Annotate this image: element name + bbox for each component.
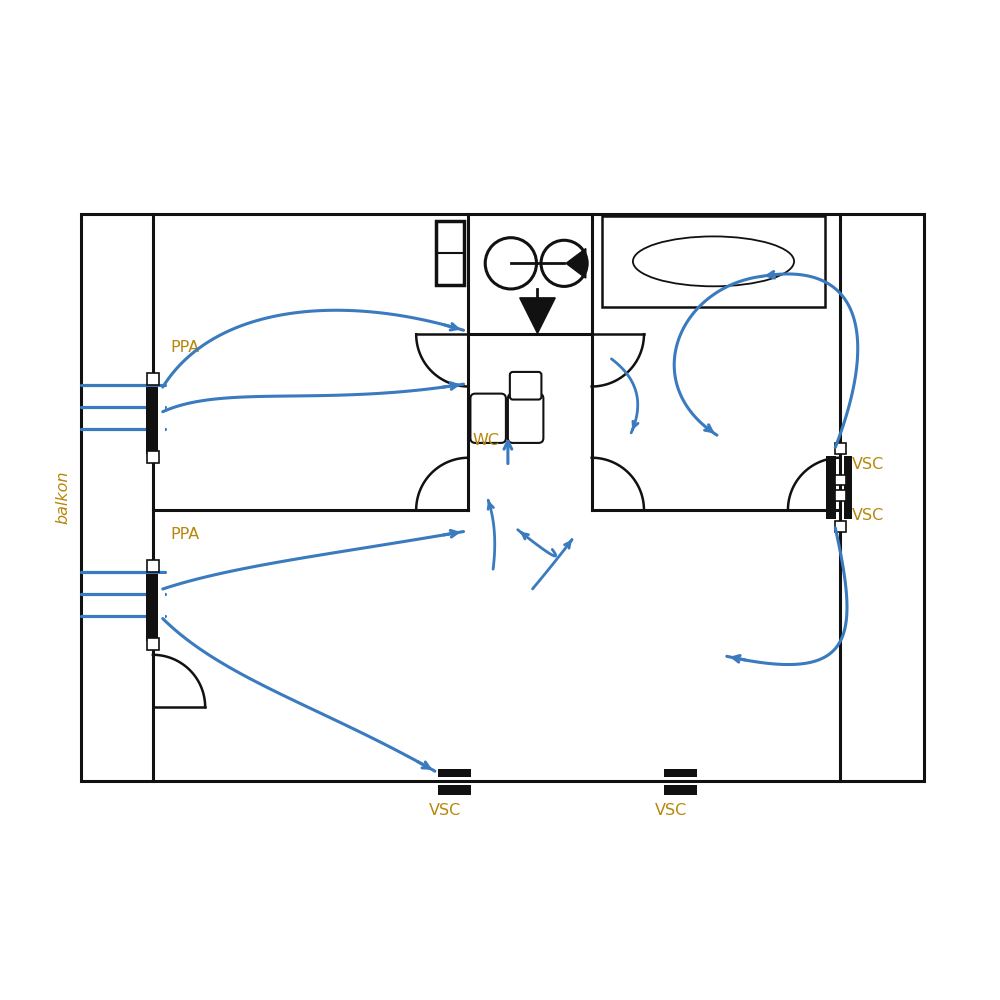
Bar <box>826 456 836 488</box>
Bar <box>835 490 846 501</box>
Text: VSC: VSC <box>852 508 884 523</box>
Text: PPA: PPA <box>171 340 200 355</box>
Bar <box>826 487 836 519</box>
Text: balkon: balkon <box>56 471 71 524</box>
Bar <box>81 214 924 781</box>
Bar <box>835 475 846 485</box>
Text: WC: WC <box>472 433 499 448</box>
Bar <box>844 456 852 488</box>
Bar <box>835 521 846 532</box>
Bar <box>147 373 159 385</box>
Text: VSC: VSC <box>654 803 687 818</box>
FancyBboxPatch shape <box>508 394 543 443</box>
Text: VSC: VSC <box>852 457 884 472</box>
Bar <box>147 560 159 572</box>
Bar <box>436 221 464 285</box>
Bar <box>602 216 825 307</box>
Bar <box>146 387 160 454</box>
Bar <box>835 443 846 454</box>
Bar <box>158 574 165 641</box>
Bar <box>147 638 159 650</box>
Text: VSC: VSC <box>429 803 461 818</box>
Polygon shape <box>520 298 555 333</box>
Bar <box>147 451 159 463</box>
Polygon shape <box>566 249 586 278</box>
FancyBboxPatch shape <box>510 372 541 400</box>
Bar <box>664 785 697 795</box>
Bar <box>844 487 852 519</box>
FancyBboxPatch shape <box>470 394 506 443</box>
Bar <box>438 769 471 777</box>
Bar <box>146 574 160 641</box>
Text: PPA: PPA <box>171 527 200 542</box>
Bar <box>438 785 471 795</box>
Bar <box>664 769 697 777</box>
Bar <box>158 387 165 454</box>
Ellipse shape <box>633 236 794 286</box>
